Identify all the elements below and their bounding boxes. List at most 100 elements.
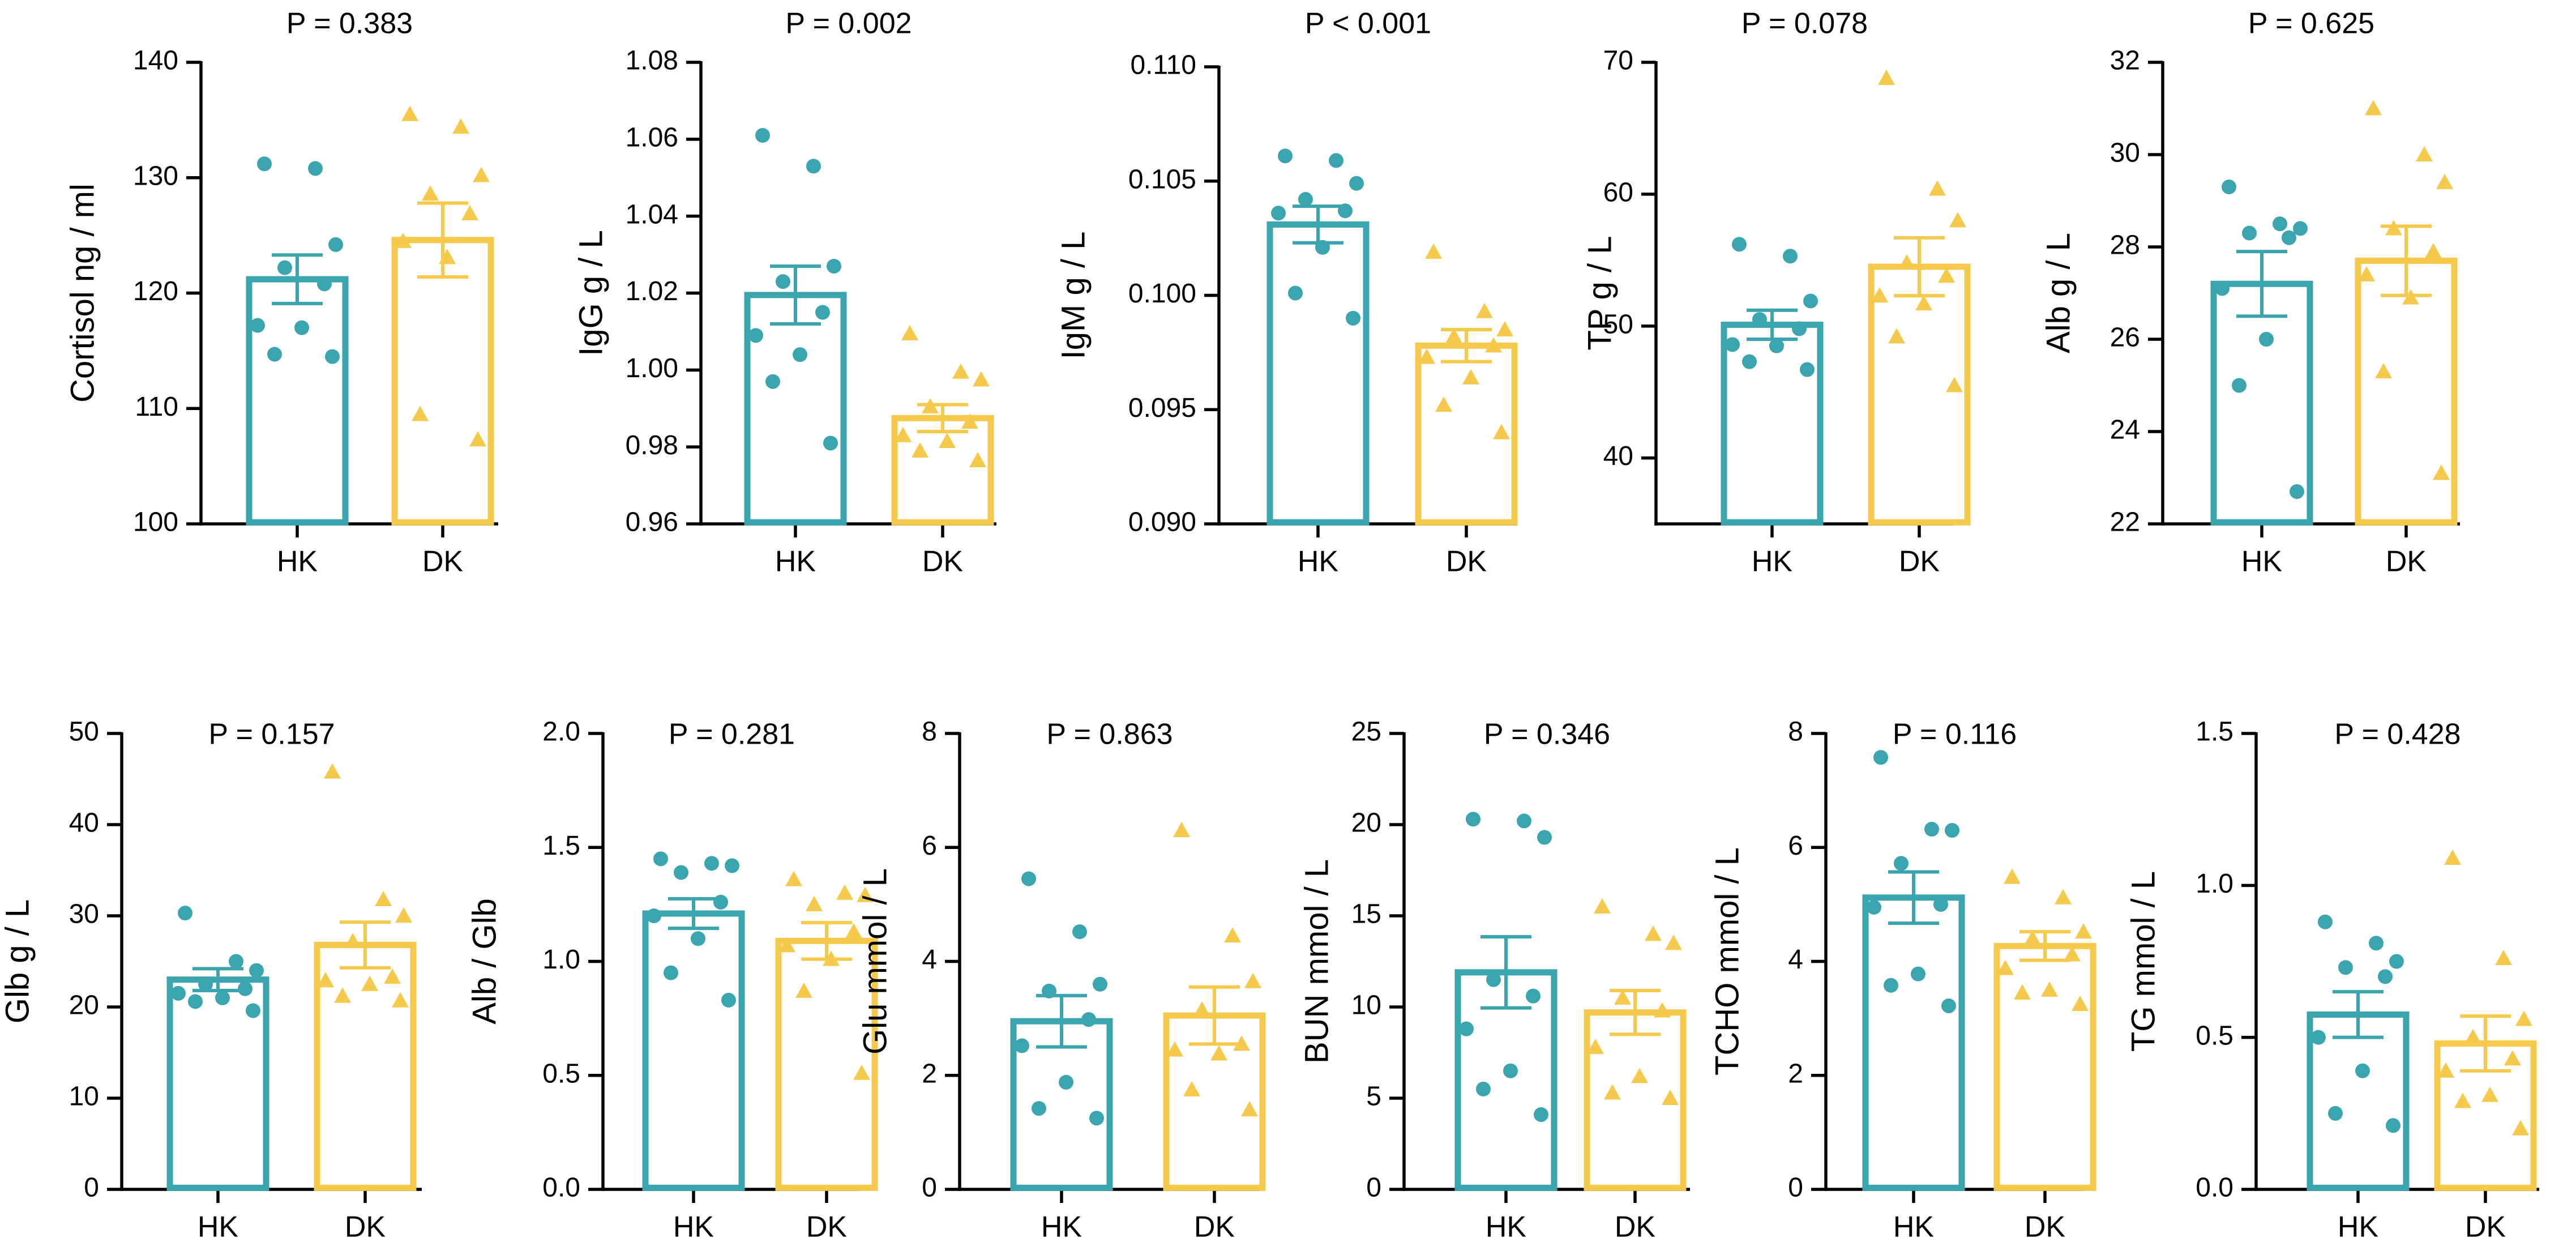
data-point-hk	[1534, 1107, 1548, 1122]
data-point-dk	[952, 363, 969, 379]
data-point-hk	[1769, 338, 1784, 353]
data-point-hk	[748, 328, 763, 343]
y-tick-label: 1.0	[542, 945, 580, 975]
data-point-hk	[793, 347, 807, 362]
data-point-dk	[317, 972, 334, 988]
chart-panel-3: P < 0.001 IgM g / L 0.090 0.095 0.100 0.105 0.…	[1055, 7, 1518, 578]
x-tick-label-dk: DK	[2025, 1211, 2066, 1244]
data-point-dk	[1183, 1081, 1200, 1096]
data-point-dk	[1645, 925, 1662, 941]
x-tick-label-hk: HK	[2338, 1211, 2379, 1244]
data-point-hk	[1315, 240, 1330, 255]
data-point-dk	[1485, 337, 1502, 353]
data-point-hk	[2355, 1063, 2370, 1078]
data-point-hk	[1941, 998, 1956, 1013]
chart-title: P = 0.002	[785, 7, 912, 40]
y-tick-label: 1.0	[2196, 869, 2233, 899]
data-point-dk	[1233, 1035, 1250, 1051]
y-tick-label: 1.08	[626, 46, 678, 76]
data-point-hk	[1349, 176, 1364, 191]
data-point-hk	[2215, 281, 2230, 296]
y-tick-label: 1.5	[2196, 717, 2233, 747]
data-point-dk	[1244, 972, 1261, 988]
y-tick-label: 0.110	[1130, 50, 1196, 80]
data-point-hk	[215, 990, 230, 1005]
data-point-hk	[1486, 972, 1501, 987]
data-point-hk	[1732, 237, 1747, 252]
data-point-dk	[2358, 266, 2375, 281]
y-tick-label: 0	[1788, 1173, 1803, 1203]
data-point-dk	[785, 871, 802, 886]
y-tick-label: 0.5	[542, 1059, 580, 1089]
data-point-hk	[2273, 216, 2287, 232]
data-point-dk	[1871, 287, 1888, 303]
x-tick-label-hk: HK	[1893, 1211, 1935, 1244]
data-point-hk	[1093, 976, 1107, 992]
data-point-hk	[1933, 897, 1948, 912]
x-tick-label-dk: DK	[1899, 545, 1940, 578]
data-point-dk	[1888, 328, 1905, 344]
x-tick-label-hk: HK	[1486, 1211, 1527, 1244]
chart-panel-9: P = 0.346 BUN mmol / L 0 5 10 15 20 25 HK DK	[1298, 717, 1690, 1244]
y-tick-label: 22	[2110, 507, 2140, 537]
data-point-hk	[1338, 203, 1353, 219]
y-tick-label: 15	[1351, 899, 1381, 929]
x-tick-label-dk: DK	[1446, 545, 1487, 578]
x-tick-label-hk: HK	[1752, 545, 1793, 578]
data-point-hk	[1725, 337, 1740, 352]
data-point-hk	[2290, 484, 2304, 499]
y-axis-label: BUN mmol / L	[1298, 859, 1335, 1064]
data-point-dk	[1915, 295, 1932, 311]
data-point-dk	[412, 406, 429, 421]
chart-title: P = 0.157	[208, 718, 335, 751]
data-point-hk	[1911, 966, 1925, 982]
y-tick-label: 1.06	[626, 123, 678, 153]
y-tick-label: 6	[922, 831, 937, 861]
data-point-dk	[1493, 424, 1510, 439]
y-tick-label: 1.02	[626, 276, 678, 306]
x-tick-label-hk: HK	[1041, 1211, 1082, 1244]
data-point-hk	[713, 894, 728, 910]
bar-dk	[391, 237, 494, 526]
data-point-hk	[1042, 983, 1056, 998]
data-point-dk	[439, 249, 456, 264]
chart-panel-11: P = 0.428 TG mmol / L 0.0 0.5 1.0 1.5 HK DK	[2125, 717, 2539, 1244]
data-point-dk	[1594, 898, 1611, 914]
y-tick-label: 60	[1603, 178, 1633, 208]
data-point-dk	[969, 451, 986, 467]
chart-panel-6: P = 0.157 Glb g / L 0 10 20 30 40 50 HK DK	[0, 717, 422, 1244]
y-axis-label: Alb g / L	[2040, 233, 2077, 353]
data-point-hk	[267, 347, 282, 362]
data-point-hk	[765, 374, 780, 389]
data-point-dk	[2504, 1050, 2521, 1066]
data-point-hk	[1945, 823, 1959, 838]
data-point-dk	[324, 763, 341, 779]
data-point-hk	[328, 237, 343, 252]
y-tick-label: 1.04	[626, 199, 678, 229]
y-tick-label: 25	[1351, 717, 1381, 747]
data-point-dk	[1604, 1084, 1621, 1100]
data-point-dk	[1210, 1045, 1227, 1061]
chart-title: P = 0.428	[2334, 718, 2461, 751]
data-point-hk	[653, 851, 668, 867]
chart-panel-5: P = 0.625 Alb g / L 22 24 26 28 30 32 HK DK	[2040, 7, 2460, 578]
y-tick-label: 0.0	[542, 1173, 580, 1203]
bar-hk	[744, 292, 847, 526]
data-point-dk	[2515, 1010, 2532, 1026]
data-point-dk	[1241, 1101, 1258, 1117]
data-point-dk	[1654, 1002, 1671, 1018]
data-point-hk	[171, 985, 186, 1001]
data-point-dk	[836, 884, 853, 900]
data-point-dk	[901, 325, 918, 340]
y-axis-label: IgM g / L	[1055, 232, 1092, 360]
y-tick-label: 40	[1603, 441, 1633, 471]
data-point-dk	[961, 413, 978, 429]
data-point-hk	[308, 161, 323, 176]
bar-dk	[891, 415, 994, 526]
chart-title: P = 0.383	[286, 7, 413, 40]
y-axis-label: IgG g / L	[572, 230, 609, 356]
chart-title: P = 0.863	[1046, 718, 1173, 751]
data-point-dk	[401, 105, 418, 121]
y-axis-label: Alb / Glb	[466, 898, 503, 1024]
data-point-hk	[823, 436, 838, 451]
